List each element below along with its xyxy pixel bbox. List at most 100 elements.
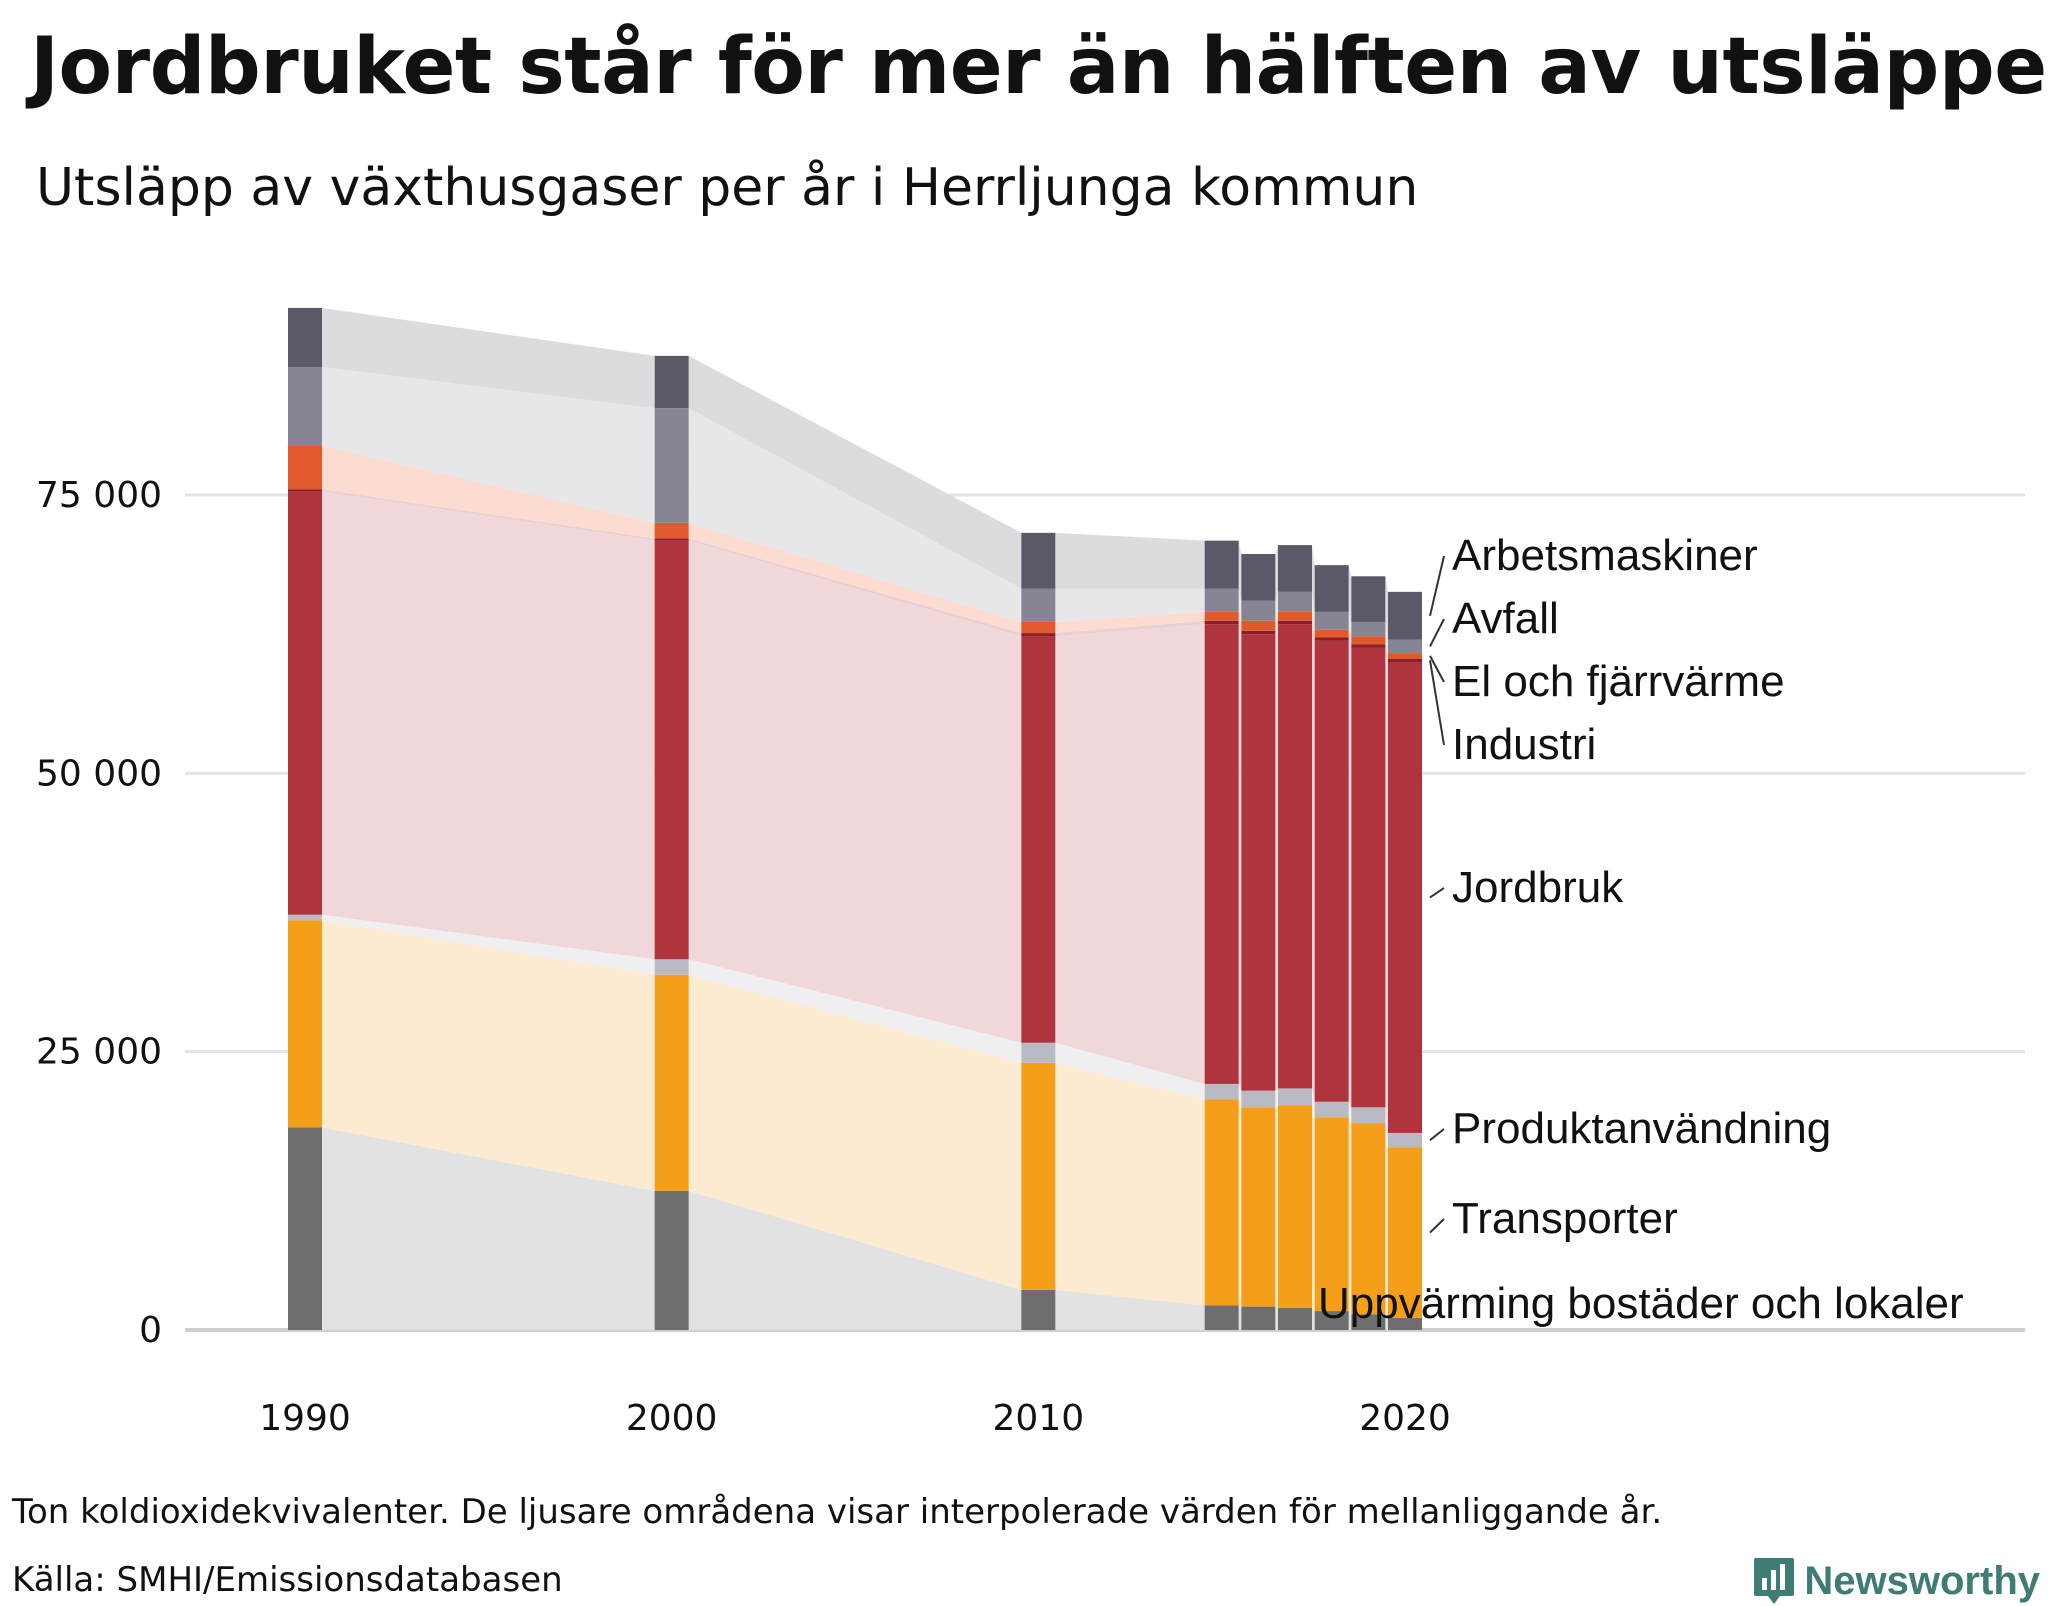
bar-segment <box>1021 621 1056 634</box>
y-tick-label: 50 000 <box>36 753 162 794</box>
interpolated-area <box>1055 532 1205 589</box>
interpolated-area <box>688 1190 1022 1330</box>
bar-segment <box>654 959 689 975</box>
interpolated-area <box>1312 591 1315 630</box>
interpolated-area <box>1312 611 1315 638</box>
interpolated-area <box>1238 624 1242 1091</box>
bar-segment <box>288 446 322 490</box>
bar-segment <box>1021 588 1056 622</box>
bar-segment <box>1314 1311 1349 1330</box>
bar-segment <box>1351 1107 1386 1123</box>
series-label: El och fjärrvärme <box>1452 657 1785 706</box>
bar-segment <box>1241 634 1276 1091</box>
series-label: Arbetsmaskiner <box>1452 531 1758 580</box>
interpolated-area <box>1312 545 1315 612</box>
interpolated-area <box>1348 637 1352 648</box>
interpolated-area <box>1385 644 1388 662</box>
interpolated-area <box>1238 588 1242 621</box>
bar-segment <box>1204 1099 1239 1306</box>
brand-logo[interactable]: Newsworthy <box>1752 1556 2040 1606</box>
bar-segment <box>1388 1317 1422 1330</box>
interpolated-area <box>1275 1088 1278 1108</box>
interpolated-area <box>322 920 655 1191</box>
bar-segment <box>1021 1042 1056 1063</box>
series-label: Avfall <box>1452 594 1559 643</box>
bar-segment <box>1351 621 1386 637</box>
interpolated-area <box>1385 576 1388 640</box>
interpolated-area <box>322 491 655 960</box>
interpolated-area <box>1348 1101 1352 1123</box>
interpolated-area <box>1312 1307 1315 1330</box>
interpolated-area <box>688 959 1022 1063</box>
bar-segment <box>1241 620 1276 631</box>
bar-segment <box>1388 653 1422 659</box>
interpolated-area <box>688 540 1022 1043</box>
bar-segment <box>288 489 322 492</box>
bar-segment <box>654 538 689 541</box>
bar-segment <box>1314 640 1349 1102</box>
leader-line <box>1429 1128 1445 1141</box>
bar-segment <box>1021 636 1056 1043</box>
x-tick-label: 1990 <box>259 1398 351 1439</box>
leader-line <box>1429 660 1445 746</box>
bar-segment <box>1351 1314 1386 1330</box>
interpolated-area <box>1348 640 1352 1108</box>
x-tick-label: 2010 <box>993 1398 1085 1439</box>
series-label: Uppvärming bostäder och lokaler <box>1318 1279 1964 1328</box>
interpolated-area <box>1275 624 1278 1091</box>
interpolated-area <box>1275 1105 1278 1308</box>
bar-segment <box>288 491 322 915</box>
bar-segment <box>1241 1306 1276 1330</box>
interpolated-area <box>322 914 655 975</box>
interpolated-area <box>688 355 1022 589</box>
chart-title: Jordbruket står för mer än hälften av ut… <box>30 22 2048 112</box>
interpolated-area <box>322 489 655 541</box>
series-label: Transporter <box>1452 1194 1678 1243</box>
bar-segment <box>654 1190 689 1330</box>
bar-segment <box>1278 624 1312 1089</box>
bar-segment <box>1388 639 1422 654</box>
bar-segment <box>1241 1090 1276 1108</box>
bar-segment <box>288 307 322 367</box>
leader-line <box>1429 555 1445 617</box>
bar-segment <box>1388 662 1422 1133</box>
bar-segment <box>1314 1117 1349 1312</box>
x-tick-label: 2000 <box>626 1398 718 1439</box>
series-label: Produktanvändning <box>1452 1104 1831 1153</box>
interpolated-area <box>1238 1083 1242 1108</box>
interpolated-area <box>1348 1117 1352 1315</box>
interpolated-area <box>1275 620 1278 635</box>
bar-segment <box>1314 637 1349 641</box>
interpolated-area <box>1275 1306 1278 1330</box>
interpolated-area <box>1385 1314 1388 1330</box>
bar-segment <box>1241 630 1276 635</box>
interpolated-area <box>1275 591 1278 621</box>
interpolated-area <box>1055 620 1205 637</box>
bar-segment <box>1021 1062 1056 1290</box>
bar-segment <box>1021 532 1056 589</box>
bar-segment <box>1204 540 1239 589</box>
interpolated-area <box>1055 611 1205 634</box>
interpolated-area <box>322 446 655 539</box>
interpolated-area <box>688 408 1022 622</box>
interpolated-area <box>688 974 1022 1290</box>
interpolated-area <box>1055 1042 1205 1100</box>
interpolated-area <box>688 522 1022 634</box>
interpolated-area <box>1055 624 1205 1084</box>
bars <box>288 307 1422 1330</box>
bar-segment <box>1278 1105 1312 1308</box>
y-tick-label: 25 000 <box>36 1032 162 1073</box>
bar-segment <box>288 366 322 447</box>
bar-segment <box>1278 1088 1312 1106</box>
bar-segment <box>1388 591 1422 640</box>
interpolated-area <box>1348 1311 1352 1330</box>
leader-line <box>1429 887 1445 899</box>
interpolated-area <box>1055 1062 1205 1306</box>
interpolated-area <box>1385 1122 1388 1318</box>
stacked-bar-chart: 0 25 000 50 000 75 000 1990 2000 2010 2020 Arbe… <box>36 307 2025 1439</box>
interpolated-area <box>322 366 655 523</box>
interpolated-area <box>1312 1088 1315 1118</box>
interpolated-area <box>1055 1289 1205 1330</box>
bar-segment <box>1314 629 1349 638</box>
series-labels: Arbetsmaskiner Avfall El och fjärrvärme Ind… <box>1318 531 1964 1328</box>
